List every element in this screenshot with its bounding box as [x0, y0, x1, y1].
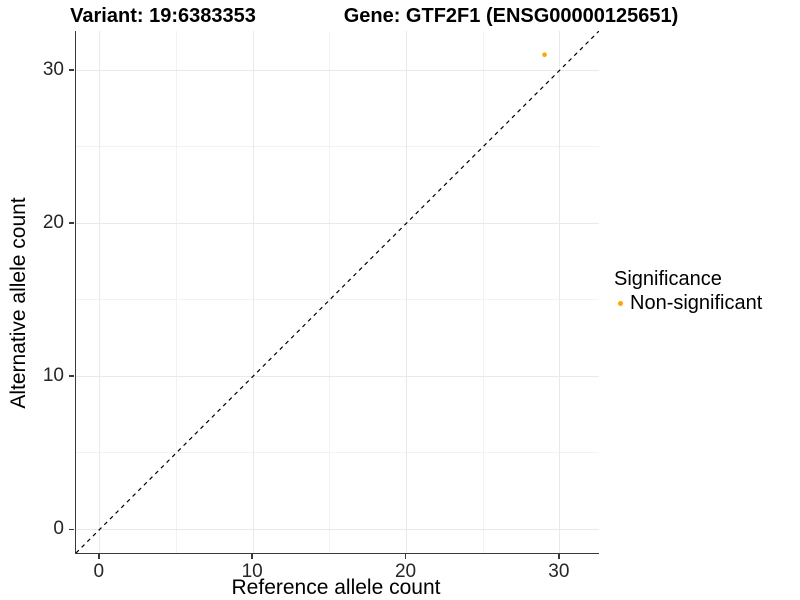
- y-tick-mark: [69, 69, 74, 71]
- gridline-y-major: [76, 69, 599, 71]
- gridline-y-major: [76, 222, 599, 224]
- gridline-x-minor: [175, 31, 177, 553]
- chart-canvas: [76, 31, 599, 553]
- gridline-x-major: [252, 31, 254, 553]
- x-axis: 0 10 20 30: [75, 553, 598, 595]
- data-point: [542, 52, 547, 58]
- gridline-y-major: [76, 375, 599, 377]
- identity-dashed-line: [76, 31, 599, 553]
- x-tick-label: 30: [548, 561, 570, 582]
- legend: Significance Non-significant: [614, 267, 762, 315]
- y-tick-mark: [69, 222, 74, 224]
- y-tick-label: 10: [42, 365, 64, 387]
- gridline-x-major: [99, 31, 101, 553]
- gridline-x-minor: [329, 31, 331, 553]
- chart-panel: [75, 31, 599, 554]
- gridline-y-minor: [76, 452, 599, 454]
- y-tick-label: 30: [42, 59, 64, 81]
- y-tick-label: 0: [53, 518, 64, 540]
- gridline-y-major: [76, 528, 599, 530]
- y-axis: 0 10 20 30: [0, 31, 75, 553]
- gridline-x-major: [559, 31, 561, 553]
- legend-item: Non-significant: [614, 291, 762, 315]
- x-tick-mark: [558, 554, 560, 559]
- gridline-x-major: [406, 31, 408, 553]
- y-tick-label: 20: [42, 212, 64, 234]
- x-tick-label: 10: [241, 561, 263, 582]
- x-tick-label: 20: [394, 561, 417, 582]
- x-tick-mark: [251, 554, 253, 559]
- plot-title-variant: Variant: 19:6383353: [70, 5, 256, 27]
- legend-label: Non-significant: [630, 292, 763, 314]
- y-tick-mark: [69, 375, 74, 377]
- legend-point-icon: [618, 300, 623, 306]
- gridline-y-minor: [76, 299, 599, 301]
- gridline-y-minor: [76, 146, 599, 148]
- x-axis-title: Reference allele count: [231, 576, 441, 599]
- gridline-x-minor: [482, 31, 484, 553]
- x-tick-label: 0: [93, 561, 105, 582]
- x-tick-mark: [404, 554, 407, 559]
- x-tick-mark: [98, 554, 100, 559]
- y-tick-mark: [69, 528, 74, 531]
- plot-title-gene: Gene: GTF2F1 (ENSG00000125651): [343, 5, 679, 27]
- legend-title: Significance: [614, 268, 722, 290]
